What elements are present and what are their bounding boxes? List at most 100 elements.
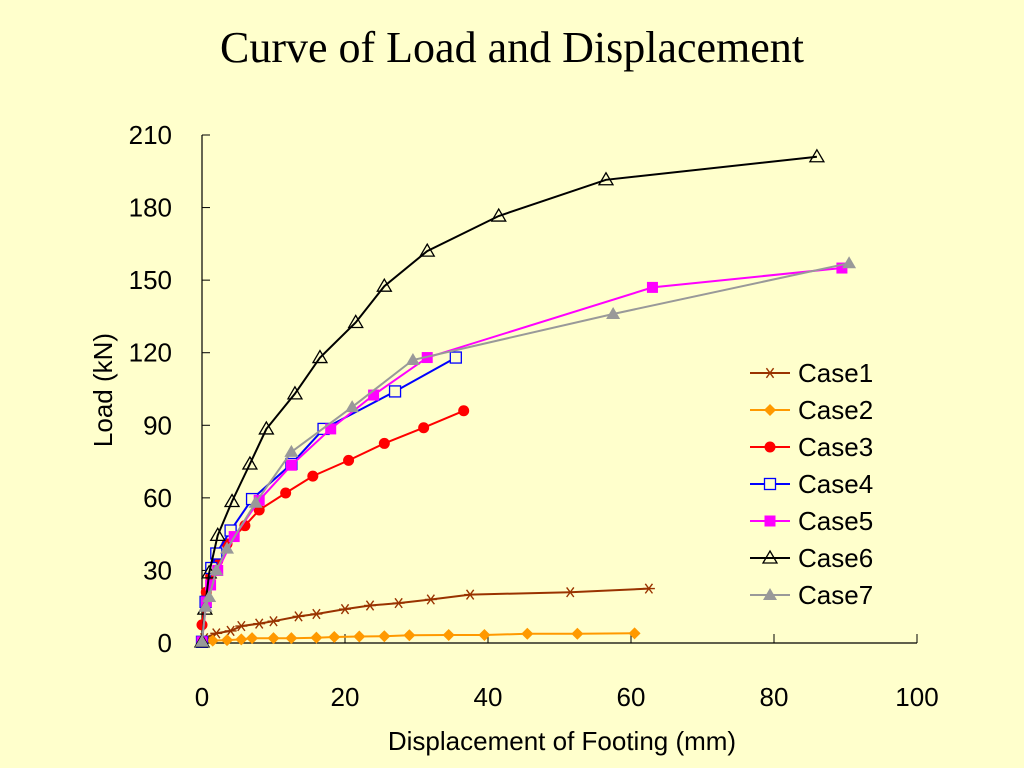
data-point <box>196 619 208 631</box>
data-point <box>478 629 491 642</box>
data-point <box>235 633 248 646</box>
data-point <box>280 487 292 499</box>
data-point <box>209 527 226 542</box>
data-point <box>284 444 299 457</box>
legend-item-case4: Case4 <box>750 469 873 499</box>
data-point <box>763 477 777 491</box>
y-tick-label: 150 <box>129 265 172 295</box>
data-point <box>606 307 621 320</box>
legend-item-case5: Case5 <box>750 506 873 536</box>
series-line <box>201 267 843 642</box>
legend-item-case2: Case2 <box>750 395 873 425</box>
data-point <box>521 627 534 640</box>
legend-label: Case7 <box>798 580 873 610</box>
data-point <box>209 563 224 576</box>
data-point <box>808 148 826 163</box>
x-tick-label: 60 <box>617 682 646 712</box>
data-point <box>253 618 266 629</box>
y-tick-label: 180 <box>129 193 172 223</box>
data-point <box>246 632 259 645</box>
legend-label: Case1 <box>798 358 873 388</box>
data-point <box>836 262 848 274</box>
data-point <box>418 422 430 434</box>
data-point <box>364 600 377 611</box>
data-point <box>235 620 248 632</box>
y-tick-label: 90 <box>143 410 172 440</box>
y-axis-label: Load (kN) <box>88 333 118 447</box>
data-point <box>311 349 329 364</box>
legend-item-case1: Case1 <box>750 358 873 388</box>
data-point <box>223 493 241 508</box>
data-point <box>490 207 507 222</box>
data-point <box>267 616 280 627</box>
data-point <box>267 632 280 645</box>
series-line <box>201 356 457 642</box>
series-case4 <box>195 351 462 648</box>
data-point <box>205 579 217 591</box>
series-line <box>201 262 850 642</box>
data-point <box>764 515 776 527</box>
data-point <box>403 629 416 642</box>
data-point <box>464 589 477 600</box>
legend-label: Case6 <box>798 543 873 573</box>
data-point <box>392 597 405 609</box>
data-point <box>597 171 615 186</box>
data-point <box>378 630 391 643</box>
data-point <box>388 385 402 398</box>
data-point <box>763 588 777 600</box>
legend-item-case3: Case3 <box>750 432 873 462</box>
data-point <box>571 627 584 640</box>
data-point <box>761 549 779 564</box>
data-point <box>646 281 658 293</box>
data-point <box>253 494 265 506</box>
data-point <box>376 277 393 292</box>
data-point <box>353 630 366 643</box>
y-tick-label: 30 <box>143 555 172 585</box>
x-tick-label: 20 <box>331 682 360 712</box>
legend-item-case6: Case6 <box>750 543 873 573</box>
data-point <box>343 454 355 466</box>
legend-label: Case4 <box>798 469 873 499</box>
data-point <box>310 608 323 620</box>
data-point <box>285 632 298 645</box>
data-point <box>347 314 364 329</box>
data-point <box>206 634 219 647</box>
series-line <box>201 409 465 626</box>
data-point <box>405 352 420 365</box>
data-point <box>202 590 217 603</box>
series-layer <box>193 148 857 648</box>
data-point <box>449 351 462 364</box>
y-tick-label: 120 <box>129 338 172 368</box>
data-point <box>221 634 234 647</box>
data-point <box>224 625 237 637</box>
series-line <box>203 587 649 640</box>
data-point <box>628 627 641 640</box>
series-case7 <box>195 256 857 647</box>
series-case6 <box>193 148 826 648</box>
x-tick-label: 0 <box>195 682 209 712</box>
data-point <box>241 455 259 470</box>
data-point <box>195 634 209 647</box>
data-point <box>198 599 213 612</box>
data-point <box>286 385 304 400</box>
data-point <box>368 389 380 401</box>
chart-title: Curve of Load and Displacement <box>219 23 805 72</box>
x-tick-label: 40 <box>474 682 503 712</box>
data-point <box>564 586 577 598</box>
data-point <box>220 541 235 554</box>
data-point <box>842 256 857 269</box>
legend-label: Case3 <box>798 432 873 462</box>
legend-item-case7: Case7 <box>750 580 873 610</box>
series-line <box>201 632 635 643</box>
legend-label: Case5 <box>798 506 873 536</box>
data-point <box>642 583 655 594</box>
data-point <box>307 470 319 482</box>
data-point <box>310 631 323 644</box>
data-point <box>424 594 437 605</box>
x-tick-label: 80 <box>760 682 789 712</box>
data-point <box>442 629 455 642</box>
data-point <box>378 437 390 449</box>
data-point <box>764 404 776 416</box>
data-point <box>258 420 275 435</box>
